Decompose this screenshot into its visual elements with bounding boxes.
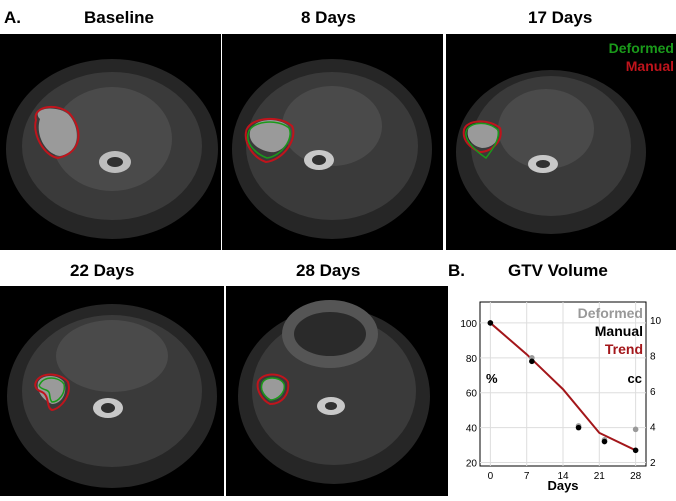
contour-manual	[34, 105, 80, 160]
point-manual	[575, 424, 582, 431]
y-left-label: %	[486, 371, 498, 386]
mri-scan-22-days	[0, 286, 224, 496]
point-manual	[529, 358, 535, 365]
y-right-label: cc	[628, 371, 642, 386]
scan-label-17-days: 17 Days	[528, 8, 593, 27]
y-right-tick-label: 6	[650, 387, 656, 398]
y-left-tick-label: 20	[466, 459, 478, 470]
panel-b-letter: B.	[448, 261, 465, 280]
y-right-tick-label: 8	[650, 351, 656, 362]
contour-manual	[34, 373, 70, 412]
contour-manual	[462, 120, 502, 154]
contour-deformed	[38, 377, 66, 403]
point-manual	[487, 320, 494, 326]
y-left-tick-label: 80	[466, 354, 478, 365]
legend-trend-series: Trend	[605, 341, 643, 357]
contour-deformed	[247, 121, 291, 159]
y-left-tick-label: 100	[460, 319, 477, 330]
legend-manual: Manual	[625, 58, 674, 74]
y-right-tick-label: 2	[650, 458, 656, 469]
legend-deformed: Deformed	[608, 40, 674, 56]
y-right-tick-label: 10	[650, 316, 662, 327]
x-tick-label: 14	[557, 471, 569, 482]
point-manual	[632, 447, 639, 454]
point-deformed	[632, 426, 639, 433]
x-tick-label: 0	[488, 471, 494, 482]
mri-scan-8-days	[222, 34, 443, 250]
gtv-volume-chart: 0 7 14 21 28 20 40 60 80 100 2 4 6 8 10 % cc Days Defo…	[450, 290, 676, 496]
point-manual	[601, 438, 608, 445]
scan-label-baseline: Baseline	[84, 8, 154, 27]
mri-scan-baseline	[0, 34, 221, 250]
panel-a-letter: A.	[4, 8, 21, 27]
contour-deformed	[465, 122, 500, 160]
x-tick-label: 21	[594, 471, 606, 482]
y-left-tick-label: 60	[466, 389, 478, 400]
contour-deformed	[260, 377, 286, 401]
y-left-tick-label: 40	[466, 424, 478, 435]
chart-title: GTV Volume	[508, 261, 608, 280]
scan-label-8-days: 8 Days	[301, 8, 356, 27]
scan-label-28-days: 28 Days	[296, 261, 361, 280]
x-axis-label: Days	[547, 478, 578, 493]
contour-manual	[256, 373, 290, 406]
contour-manual	[244, 117, 295, 164]
x-tick-label: 28	[630, 471, 642, 482]
trend-line	[489, 322, 637, 452]
chart-svg: 0 7 14 21 28 20 40 60 80 100 2 4 6 8 10 % cc Days Defo…	[460, 301, 662, 493]
y-right-tick-label: 4	[650, 422, 656, 433]
mri-scan-17-days: Deformed Manual	[446, 34, 676, 250]
mri-scan-28-days	[226, 286, 448, 496]
scan-label-22-days: 22 Days	[70, 261, 135, 280]
legend-deformed-series: Deformed	[578, 305, 643, 321]
legend-manual-series: Manual	[595, 323, 643, 339]
x-tick-label: 7	[524, 471, 530, 482]
